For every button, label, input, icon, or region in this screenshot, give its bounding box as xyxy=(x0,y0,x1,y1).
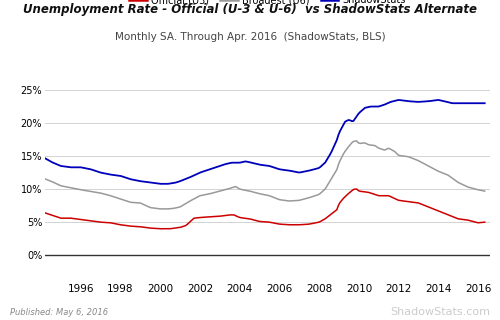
Text: ShadowStats.com: ShadowStats.com xyxy=(390,307,490,317)
Text: Unemployment Rate - Official (U-3 & U-6)  vs ShadowStats Alternate: Unemployment Rate - Official (U-3 & U-6)… xyxy=(23,3,477,16)
Legend: Official (U3), Broadest (U6), ShadowStats: Official (U3), Broadest (U6), ShadowStat… xyxy=(126,0,410,9)
Text: Monthly SA. Through Apr. 2016  (ShadowStats, BLS): Monthly SA. Through Apr. 2016 (ShadowSta… xyxy=(114,32,386,42)
Text: Published: May 6, 2016: Published: May 6, 2016 xyxy=(10,308,108,317)
